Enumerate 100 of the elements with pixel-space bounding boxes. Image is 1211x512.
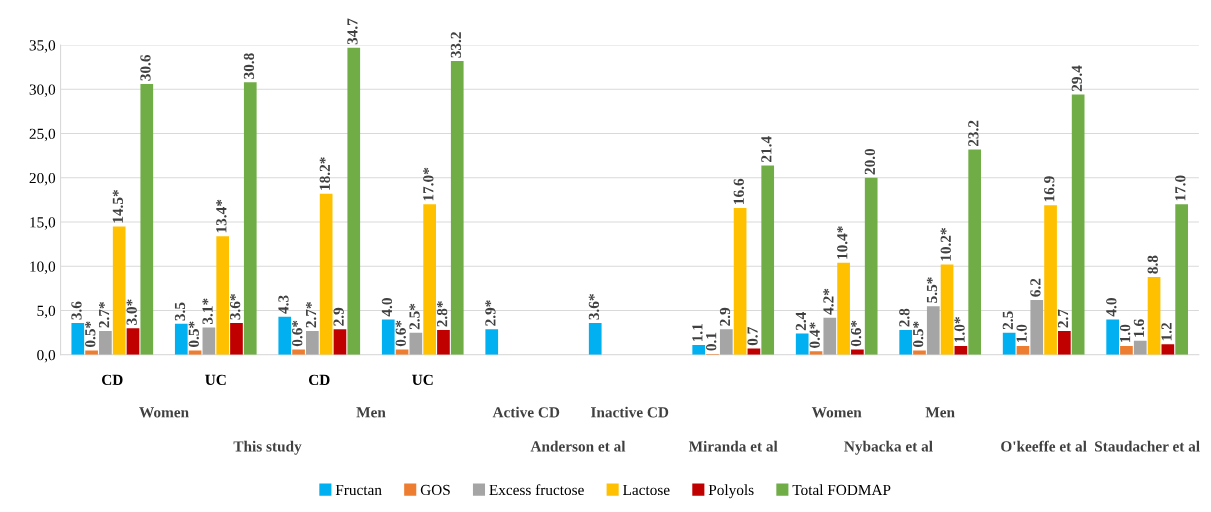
bar — [409, 332, 423, 355]
data-label: 0.6* — [850, 320, 862, 347]
data-label: 2.5 — [1002, 311, 1014, 330]
data-label: 0.1 — [706, 332, 717, 351]
legend-label: Lactose — [623, 484, 670, 496]
bar — [319, 193, 333, 355]
data-label: 3.5 — [174, 302, 186, 321]
y-tick-label: 25,0 — [29, 128, 56, 142]
y-tick-label: 10,0 — [30, 261, 56, 274]
data-label: 33.2 — [450, 32, 462, 58]
data-label: 3.6 — [71, 301, 82, 320]
x-tick-label: UC — [412, 374, 433, 386]
text: Inactive CD — [590, 406, 669, 418]
y-tick-label: 30,0 — [29, 84, 56, 97]
data-label: 0.6* — [395, 320, 406, 347]
data-label: 2.7* — [305, 302, 317, 328]
bar — [1120, 345, 1133, 355]
data-label: 14.5* — [112, 189, 124, 223]
bar — [733, 207, 747, 355]
bar — [381, 319, 395, 355]
bar — [823, 317, 837, 355]
bar — [450, 60, 464, 355]
data-label: 4.2* — [823, 288, 834, 315]
data-label: 6.2 — [1030, 278, 1041, 297]
bar — [719, 329, 733, 355]
data-label: 10.2* — [940, 228, 951, 261]
bar — [1071, 94, 1085, 355]
legend-label: GOS — [420, 484, 450, 496]
x-tick-label: CD — [308, 374, 330, 386]
data-label: 17.0* — [423, 167, 434, 201]
bar — [140, 84, 154, 355]
data-label: 30.6 — [140, 54, 151, 81]
bar — [202, 327, 216, 355]
data-label: 2.8* — [436, 301, 448, 327]
data-label: 2.9 — [333, 307, 344, 326]
data-label: 4.0 — [381, 298, 393, 317]
data-label: 5.5* — [926, 277, 938, 303]
data-label: 13.4* — [216, 199, 227, 233]
x-tick-label: UC — [205, 374, 226, 386]
bar — [278, 316, 292, 355]
y-tick-label: 15,0 — [30, 217, 56, 230]
data-label: 0.4* — [809, 322, 820, 348]
data-label: 23.2 — [968, 120, 979, 147]
bar — [913, 350, 926, 355]
legend-label: Excess fructose — [489, 484, 584, 496]
legend-label: Fructan — [335, 484, 382, 496]
data-label: 1.2 — [1161, 322, 1172, 341]
data-label: 0.6* — [292, 320, 303, 347]
bar — [437, 330, 450, 355]
bar — [1058, 330, 1071, 355]
data-label: 1.0 — [1119, 324, 1131, 342]
data-label: 0.5* — [912, 321, 924, 348]
data-label: 2.9* — [485, 300, 496, 326]
bar — [243, 82, 257, 355]
data-label: 3.6* — [588, 294, 600, 320]
bar — [795, 333, 809, 355]
data-label: 3.0* — [126, 299, 137, 325]
data-label: 2.4 — [795, 311, 807, 331]
text: Women — [811, 407, 862, 418]
bar — [333, 329, 347, 355]
bar — [1106, 319, 1119, 355]
bar — [1044, 205, 1057, 355]
bar — [926, 306, 940, 355]
bar — [126, 328, 140, 355]
bar — [1133, 340, 1147, 355]
text: Active CD — [492, 406, 560, 418]
text: Miranda et al — [688, 440, 778, 452]
text: O'keeffe et al — [1001, 440, 1087, 452]
bar — [230, 322, 243, 355]
text: This study — [233, 440, 302, 455]
data-label: 34.7 — [347, 18, 358, 45]
x-tick-label: CD — [102, 374, 123, 386]
data-label: 16.9 — [1044, 176, 1055, 202]
bar — [968, 149, 982, 355]
data-label: 2.8 — [899, 308, 910, 327]
data-label: 30.8 — [243, 53, 255, 79]
bar — [1147, 276, 1161, 355]
bar — [216, 236, 230, 355]
bar — [71, 322, 85, 355]
bar — [1161, 344, 1175, 355]
bar — [347, 47, 361, 355]
y-tick-label: 0,0 — [37, 349, 56, 363]
data-label: 1.1 — [692, 324, 703, 342]
text: Men — [925, 407, 955, 418]
bar — [588, 322, 602, 355]
bar — [899, 330, 913, 355]
data-label: 1.6 — [1133, 319, 1145, 337]
data-label: 17.0 — [1175, 175, 1186, 201]
bar — [1030, 299, 1044, 355]
y-tick-label: 35,0 — [29, 40, 56, 53]
data-label: 21.4 — [761, 136, 772, 162]
bar — [940, 264, 954, 355]
data-label: 29.4 — [1071, 65, 1083, 92]
bar — [485, 329, 499, 355]
bar — [112, 226, 126, 355]
bar — [99, 330, 112, 355]
data-label: 10.4* — [837, 226, 848, 259]
data-label: 2.9 — [719, 307, 731, 326]
bar — [761, 165, 775, 355]
data-label: 18.2* — [319, 157, 331, 190]
